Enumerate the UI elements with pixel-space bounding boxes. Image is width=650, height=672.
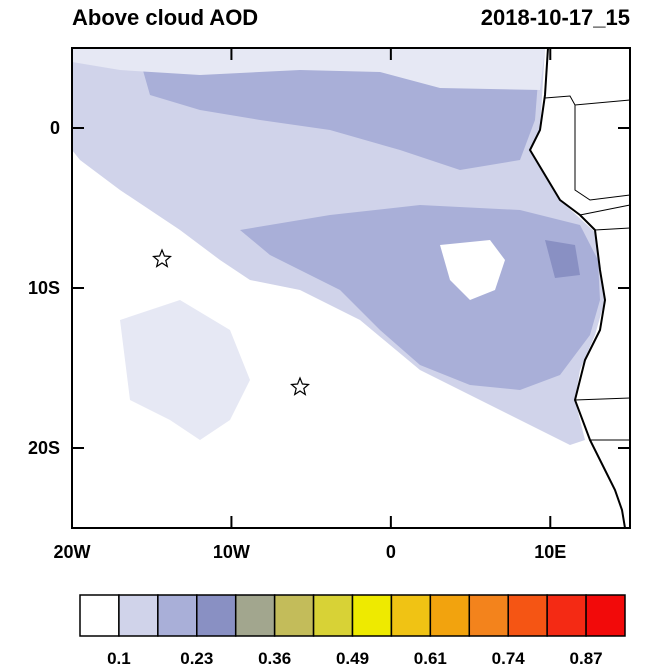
star-marker [290, 376, 310, 396]
colorbar-swatch [79, 594, 120, 637]
colorbar-swatch [273, 594, 315, 637]
colorbar-swatch [196, 594, 237, 637]
colorbar-swatch [468, 594, 509, 637]
colorbar-swatch [429, 594, 471, 637]
colorbar-swatch [157, 594, 198, 637]
colorbar-swatch [118, 594, 159, 637]
map-title: Above cloud AOD [72, 5, 258, 30]
x-tick-label: 10E [534, 542, 566, 562]
aod-field [72, 48, 605, 445]
aod-clear [440, 240, 505, 300]
y-tick-label: 0 [50, 118, 60, 138]
aod-light-sparse [120, 300, 250, 440]
colorbar-label: 0.87 [570, 649, 603, 667]
colorbar-swatch [585, 594, 626, 637]
borders [544, 95, 631, 441]
star-marker [152, 248, 172, 268]
y-tick-label: 20S [28, 438, 60, 458]
x-tick-label: 10W [213, 542, 250, 562]
colorbar-swatch [390, 594, 432, 637]
colorbar-label: 0.74 [492, 649, 526, 667]
colorbar-label: 0.49 [336, 649, 369, 667]
colorbar-label: 0.61 [414, 649, 447, 667]
aod-light-sparse [72, 48, 545, 90]
colorbar-swatch [234, 594, 276, 637]
colorbar: 0.1 0.23 0.36 0.49 0.61 0.74 0.87 [79, 594, 626, 668]
colorbar-swatch [546, 594, 587, 637]
coastline [528, 47, 631, 529]
colorbar-label: 0.23 [180, 649, 213, 667]
map-date: 2018-10-17_15 [481, 5, 630, 30]
y-tick-label: 10S [28, 278, 60, 298]
aod-high [545, 240, 580, 278]
colorbar-swatch [507, 594, 548, 637]
colorbar-swatch [312, 594, 354, 637]
x-tick-label: 20W [53, 542, 90, 562]
x-tick-label: 0 [386, 542, 396, 562]
colorbar-label: 0.1 [107, 649, 131, 667]
axes: 20W 10W 0 10E 0 10S 20S [28, 48, 630, 562]
colorbar-swatch [351, 594, 393, 637]
aod-medium [240, 205, 600, 390]
land [528, 47, 631, 529]
site-markers [152, 248, 310, 396]
colorbar-label: 0.36 [258, 649, 291, 667]
